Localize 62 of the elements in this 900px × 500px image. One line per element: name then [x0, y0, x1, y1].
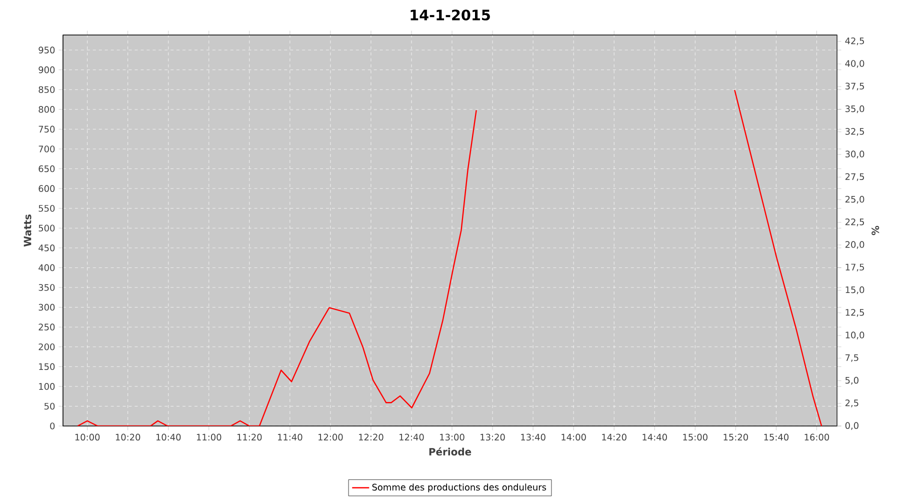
- y-tick-label: 200: [38, 343, 55, 350]
- x-tick-label: 13:00: [440, 434, 464, 441]
- y-tick-label: 700: [38, 146, 55, 152]
- x-tick-label: 10:40: [156, 434, 181, 441]
- y2-tick-label: 5,0: [845, 376, 858, 385]
- y2-tick-label: 15,0: [846, 286, 864, 294]
- y2-axis-title: %: [872, 226, 880, 236]
- legend-label: Somme des productions des onduleurs: [372, 484, 546, 492]
- x-tick-label: 15:20: [724, 434, 748, 441]
- x-tick-label: 16:00: [804, 434, 830, 441]
- x-tick-label: 12:40: [400, 434, 424, 441]
- y-axis-title: Watts: [24, 214, 32, 247]
- x-tick-label: 10:00: [75, 434, 100, 441]
- y-tick-label: 600: [38, 185, 55, 192]
- y-tick-label: 850: [38, 86, 55, 93]
- y2-tick-label: 2,5: [845, 400, 858, 408]
- y-tick-label: 950: [38, 46, 55, 54]
- y2-tick-label: 30,0: [845, 150, 864, 158]
- y-tick-label: 50: [44, 402, 55, 410]
- x-tick-label: 11:20: [237, 434, 262, 441]
- y2-tick-label: 35,0: [845, 105, 864, 114]
- x-tick-label: 13:20: [480, 434, 505, 441]
- x-tick-label: 10:20: [116, 434, 140, 441]
- x-tick-label: 11:40: [278, 434, 302, 441]
- x-tick-label: 15:00: [683, 434, 708, 441]
- x-tick-label: 15:40: [764, 434, 789, 441]
- chart-title: 14-1-2015: [410, 10, 490, 20]
- y2-tick-label: 7,5: [846, 354, 858, 362]
- y-tick-label: 350: [38, 284, 55, 291]
- y-tick-label: 550: [38, 204, 55, 212]
- x-tick-label: 11:00: [196, 434, 222, 441]
- y-tick-label: 900: [38, 66, 55, 74]
- y2-tick-label: 10,0: [846, 332, 864, 340]
- y-tick-label: 500: [38, 224, 55, 232]
- y-tick-label: 300: [38, 304, 55, 311]
- x-tick-label: 13:40: [521, 434, 546, 441]
- y2-tick-label: 37,5: [845, 82, 864, 90]
- y2-tick-label: 40,0: [845, 60, 864, 68]
- y-tick-label: 0: [50, 422, 55, 430]
- x-tick-label: 14:00: [562, 434, 586, 441]
- y-tick-label: 100: [39, 383, 55, 390]
- y-tick-label: 650: [38, 165, 55, 172]
- x-axis-title: Période: [429, 447, 472, 456]
- y2-tick-label: 20,0: [845, 241, 864, 249]
- y2-tick-label: 0,0: [845, 422, 858, 430]
- y2-tick-label: 22,5: [845, 218, 864, 226]
- x-tick-label: 12:20: [359, 434, 384, 441]
- y-tick-label: 750: [38, 126, 55, 133]
- y-tick-label: 800: [38, 106, 55, 113]
- x-tick-label: 14:20: [602, 434, 626, 441]
- y2-tick-label: 12,5: [846, 309, 864, 317]
- y-tick-label: 150: [39, 363, 55, 370]
- y2-tick-label: 27,5: [845, 173, 864, 181]
- y-tick-label: 400: [38, 264, 55, 272]
- y2-tick-label: 42,5: [845, 37, 864, 46]
- x-tick-label: 14:40: [642, 434, 667, 441]
- y2-tick-label: 17,5: [846, 264, 864, 272]
- y2-tick-label: 25,0: [845, 196, 864, 204]
- y-tick-label: 250: [38, 324, 55, 330]
- y-tick-label: 450: [38, 244, 55, 252]
- y2-tick-label: 32,5: [845, 128, 864, 136]
- x-tick-label: 12:00: [318, 434, 343, 441]
